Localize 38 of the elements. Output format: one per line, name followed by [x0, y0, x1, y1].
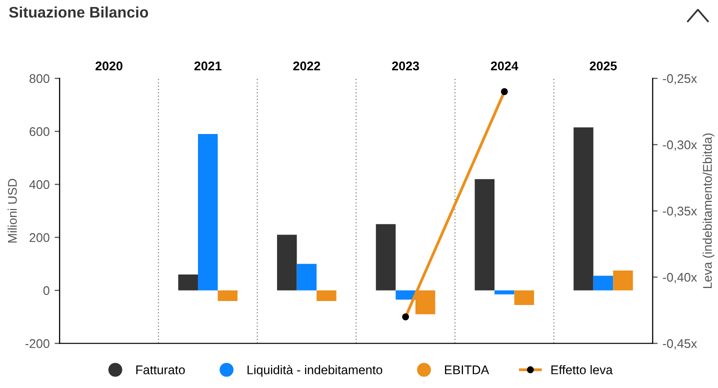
- y-tick-label: 600: [30, 127, 50, 136]
- legend-label: Fatturato: [136, 366, 185, 374]
- bar: [613, 270, 633, 290]
- y2-tick-label: -0,25x: [662, 74, 697, 85]
- bar: [474, 179, 495, 290]
- y2-axis-title: Leva (indebitamento/Ebitda): [702, 133, 714, 288]
- legend-label: Liquidità - indebitamento: [248, 364, 382, 377]
- bar: [494, 290, 514, 294]
- y2-tick-label: -0,45x: [662, 339, 697, 350]
- bar: [198, 134, 218, 290]
- y-tick-label: 200: [30, 233, 50, 242]
- x-tick-label: 2023: [392, 62, 420, 70]
- y-tick-label: 400: [29, 180, 50, 190]
- x-tick-label: 2021: [194, 62, 222, 70]
- bar: [574, 127, 594, 290]
- legend-label: Effetto leva: [551, 365, 613, 374]
- legend-label: EBITDA: [445, 366, 490, 374]
- bar: [593, 276, 614, 290]
- y-tick-label: 800: [30, 74, 50, 84]
- x-tick-label: 2020: [96, 62, 122, 70]
- y2-tick-label: -0,30x: [662, 140, 697, 151]
- x-tick-label: 2025: [590, 62, 617, 70]
- bar: [277, 234, 297, 290]
- bar: [514, 290, 534, 305]
- chart-title: Situazione Bilancio: [9, 6, 148, 18]
- y2-tick-label: -0,40x: [662, 272, 697, 284]
- bar: [178, 274, 198, 290]
- bar: [316, 290, 336, 301]
- x-tick-label: 2022: [293, 62, 320, 70]
- y2-tick-label: -0,35x: [662, 206, 697, 218]
- bar: [376, 224, 396, 290]
- bar: [415, 290, 436, 314]
- bar: [296, 264, 317, 290]
- x-tick-label: 2024: [490, 62, 518, 70]
- y-tick-label: -200: [25, 339, 50, 348]
- y-axis-title: Milioni USD: [8, 178, 17, 242]
- y-tick-label: 0: [43, 286, 50, 296]
- bar: [218, 290, 238, 301]
